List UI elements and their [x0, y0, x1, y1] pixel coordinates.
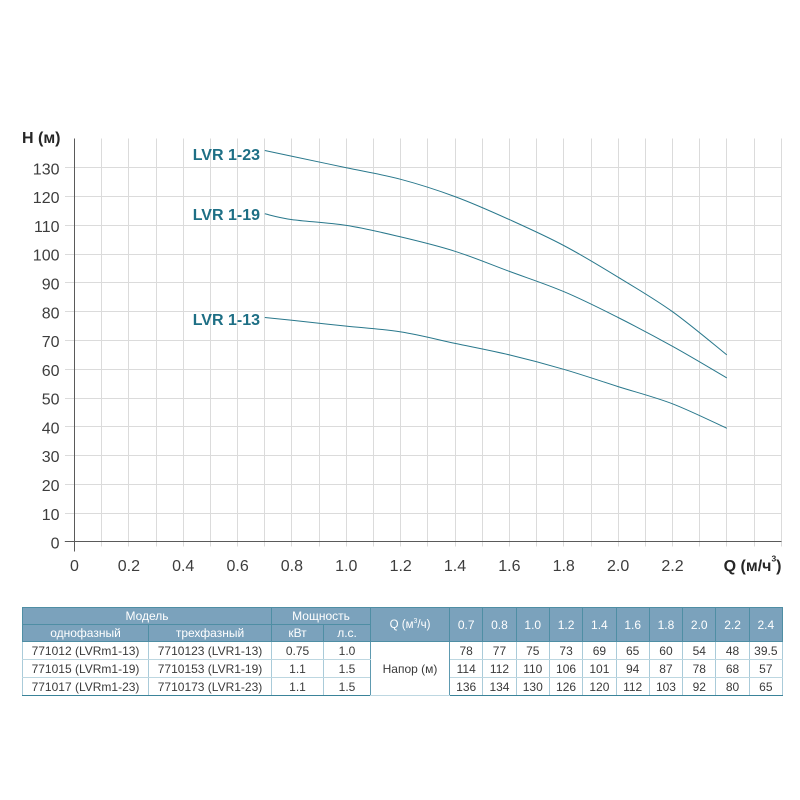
svg-text:40: 40: [42, 421, 60, 438]
svg-text:130: 130: [33, 161, 60, 178]
svg-text:0.6: 0.6: [226, 558, 248, 575]
svg-text:1.8: 1.8: [553, 558, 575, 575]
svg-text:70: 70: [42, 334, 60, 351]
svg-text:0.2: 0.2: [118, 558, 140, 575]
svg-text:1.4: 1.4: [444, 558, 466, 575]
svg-text:H (м): H (м): [22, 130, 61, 147]
svg-text:Q (м/ч3): Q (м/ч3): [724, 554, 782, 576]
svg-text:20: 20: [42, 478, 60, 495]
svg-text:100: 100: [33, 248, 60, 265]
svg-text:10: 10: [42, 507, 60, 524]
svg-text:LVR 1-19: LVR 1-19: [193, 207, 260, 224]
svg-text:110: 110: [34, 219, 60, 236]
svg-text:1.2: 1.2: [390, 558, 412, 575]
svg-text:0: 0: [70, 558, 79, 575]
svg-text:LVR 1-13: LVR 1-13: [193, 312, 260, 329]
svg-text:50: 50: [42, 392, 60, 409]
svg-text:LVR 1-23: LVR 1-23: [193, 147, 260, 164]
svg-text:0.4: 0.4: [172, 558, 194, 575]
svg-text:120: 120: [33, 190, 60, 207]
svg-text:90: 90: [42, 277, 60, 294]
svg-text:2.0: 2.0: [607, 558, 629, 575]
svg-text:1.6: 1.6: [498, 558, 520, 575]
svg-text:30: 30: [42, 449, 60, 466]
svg-text:2.2: 2.2: [661, 558, 683, 575]
svg-text:0: 0: [51, 536, 60, 553]
svg-text:0.8: 0.8: [281, 558, 303, 575]
svg-text:80: 80: [42, 305, 60, 322]
svg-text:60: 60: [42, 363, 60, 380]
svg-text:1.0: 1.0: [335, 558, 357, 575]
